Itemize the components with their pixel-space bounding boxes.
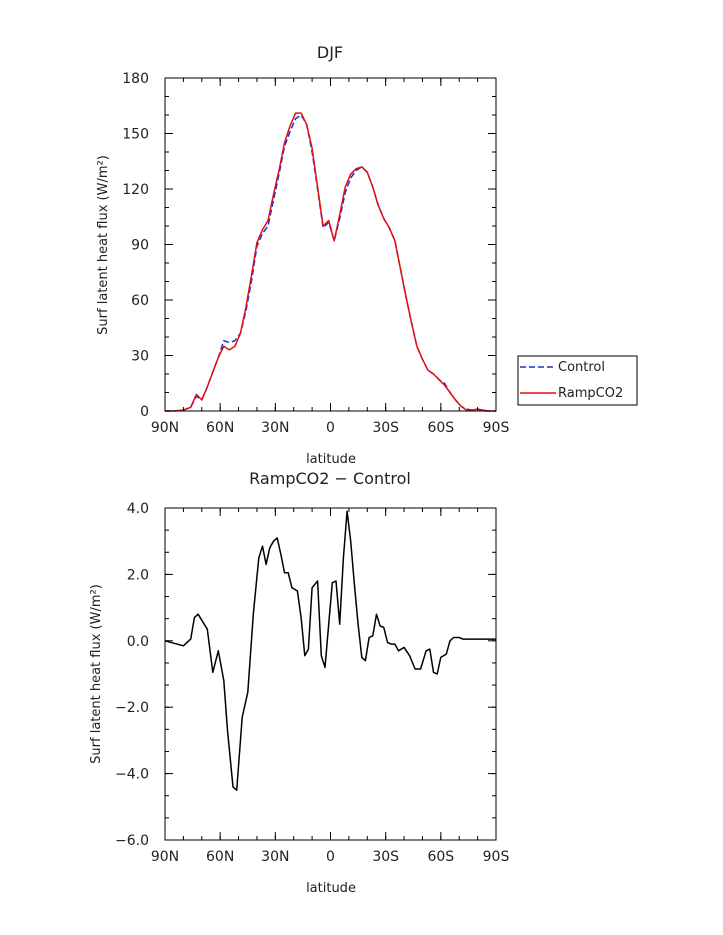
- x-tick-label: 30S: [372, 849, 399, 865]
- y-tick-label: 180: [122, 71, 149, 87]
- plot-frame: [164, 77, 497, 412]
- y-tick-label: 150: [122, 127, 149, 143]
- x-tick-label: 60S: [427, 420, 454, 436]
- legend-label-control: Control: [558, 360, 605, 375]
- x-tick-label: 0: [326, 420, 335, 436]
- x-tick-label: 90S: [483, 849, 510, 865]
- x-tick-label: 60S: [427, 849, 454, 865]
- legend-box: [517, 355, 638, 406]
- y-axis-label: Surf latent heat flux (W/m²): [96, 155, 111, 335]
- x-tick-label: 0: [326, 849, 335, 865]
- legend: Control RampCO2: [517, 355, 638, 406]
- x-tick-label: 90S: [483, 420, 510, 436]
- y-tick-label: 60: [131, 293, 149, 309]
- y-tick-label: −6.0: [115, 833, 149, 849]
- x-tick-label: 90N: [151, 849, 179, 865]
- y-tick-label: 0: [140, 404, 149, 420]
- y-tick-label: 30: [131, 349, 149, 365]
- chart-title: DJF: [317, 43, 343, 62]
- x-tick-label: 60N: [206, 849, 234, 865]
- panel-difference: RampCO2 − Control −6.0 −4.0 −2.0 0.0 2.0 4.0 9…: [89, 469, 509, 896]
- x-axis-label: latitude: [306, 881, 356, 896]
- x-tick-label: 90N: [151, 420, 179, 436]
- x-tick-label: 30N: [261, 420, 289, 436]
- y-tick-label: 0.0: [127, 634, 149, 650]
- chart-title: RampCO2 − Control: [249, 469, 411, 488]
- x-tick-label: 30S: [372, 420, 399, 436]
- series-line-rampco2: [165, 112, 496, 412]
- plot-frame: [164, 507, 497, 841]
- y-tick-label: 4.0: [127, 501, 149, 517]
- y-axis-label: Surf latent heat flux (W/m²): [89, 584, 104, 764]
- x-tick-label: 30N: [261, 849, 289, 865]
- y-tick-label: 2.0: [127, 567, 149, 583]
- x-axis-label: latitude: [306, 452, 356, 467]
- legend-label-rampco2: RampCO2: [558, 386, 623, 401]
- y-tick-label: 90: [131, 238, 149, 254]
- series-line-difference: [164, 510, 496, 791]
- y-tick-label: −4.0: [115, 767, 149, 783]
- y-tick-label: −2.0: [115, 700, 149, 716]
- y-tick-label: 120: [122, 182, 149, 198]
- x-tick-label: 60N: [206, 420, 234, 436]
